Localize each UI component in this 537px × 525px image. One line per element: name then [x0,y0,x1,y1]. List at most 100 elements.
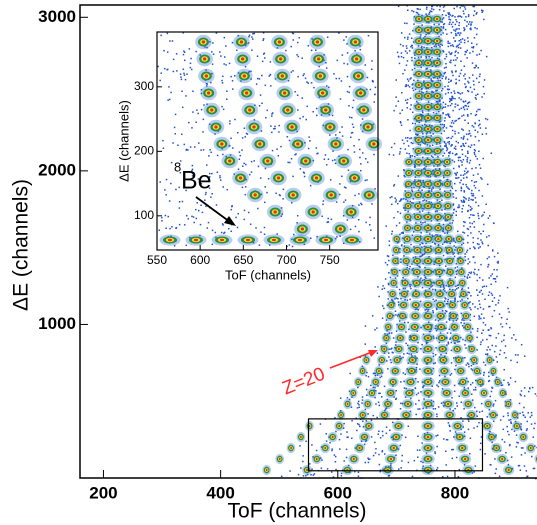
density-speck [482,321,485,324]
density-speck [348,398,351,401]
density-speck [450,372,453,375]
density-speck [420,223,423,226]
density-speck [494,472,497,475]
density-speck [471,369,474,371]
density-speck [371,79,374,82]
density-speck [179,73,182,75]
density-speck [422,135,424,138]
density-speck [474,135,477,138]
density-speck [249,223,252,225]
density-speck [463,201,465,204]
density-speck [327,217,329,220]
density-speck [257,77,259,80]
density-speck [357,386,359,389]
density-speck [451,448,453,451]
density-speck [428,55,430,58]
density-speck [479,372,482,375]
density-speck [408,353,410,355]
density-speck [421,286,424,289]
density-speck [474,247,476,250]
annotation-arrow [195,196,231,223]
density-speck [533,467,536,470]
density-speck [447,341,449,344]
density-speck [253,32,255,35]
density-speck [469,132,471,135]
density-speck [491,300,494,302]
density-speck [417,309,420,311]
density-speck [359,45,361,47]
density-speck [447,40,449,43]
density-speck [390,361,392,364]
density-speck [245,42,248,45]
density-blob [306,468,308,472]
density-speck [474,197,477,199]
density-speck [402,45,404,47]
density-speck [429,58,431,61]
density-blob [355,57,359,61]
density-speck [455,402,458,404]
density-speck [162,139,164,142]
density-speck [193,146,196,148]
y-tick-label: 300 [134,79,154,93]
density-blob [449,281,453,285]
density-speck [435,299,437,302]
density-speck [334,417,336,419]
density-speck [439,103,442,105]
density-speck [207,221,210,224]
density-speck [449,14,452,16]
density-speck [454,103,457,105]
density-speck [204,199,206,201]
density-speck [426,47,428,49]
density-speck [411,189,413,191]
density-speck [438,374,441,377]
density-blob [452,314,455,318]
density-speck [236,132,239,134]
density-speck [458,340,461,343]
density-speck [444,93,447,95]
density-speck [409,137,411,140]
density-speck [449,104,452,107]
density-speck [479,167,482,169]
density-speck [320,467,323,469]
density-speck [503,352,506,354]
density-speck [446,344,448,346]
y-tick-label: 1000 [38,314,76,333]
density-speck [463,221,465,223]
density-speck [449,19,452,21]
density-speck [491,441,493,444]
density-speck [424,123,426,126]
density-speck [422,465,424,467]
density-speck [418,187,421,189]
density-speck [489,334,492,337]
density-speck [526,420,528,423]
density-speck [351,437,353,440]
density-speck [456,45,458,47]
density-speck [430,155,433,157]
density-speck [381,396,383,398]
density-speck [162,147,165,149]
density-speck [439,142,441,145]
density-speck [464,256,466,258]
density-speck [391,233,393,235]
density-speck [236,49,238,52]
density-speck [322,200,325,202]
density-blob [417,83,421,87]
density-speck [447,152,450,154]
density-speck [460,98,462,101]
density-speck [196,202,198,204]
density-speck [468,162,471,164]
density-speck [448,23,451,25]
density-speck [451,120,454,122]
density-speck [451,15,453,17]
density-speck [479,73,481,75]
density-speck [451,44,454,46]
density-blob [501,457,504,461]
density-speck [419,34,422,36]
density-speck [476,410,478,413]
density-speck [514,380,517,383]
density-speck [460,336,462,339]
density-speck [464,344,466,346]
density-speck [477,212,479,215]
density-speck [458,92,460,94]
density-speck [454,16,456,18]
